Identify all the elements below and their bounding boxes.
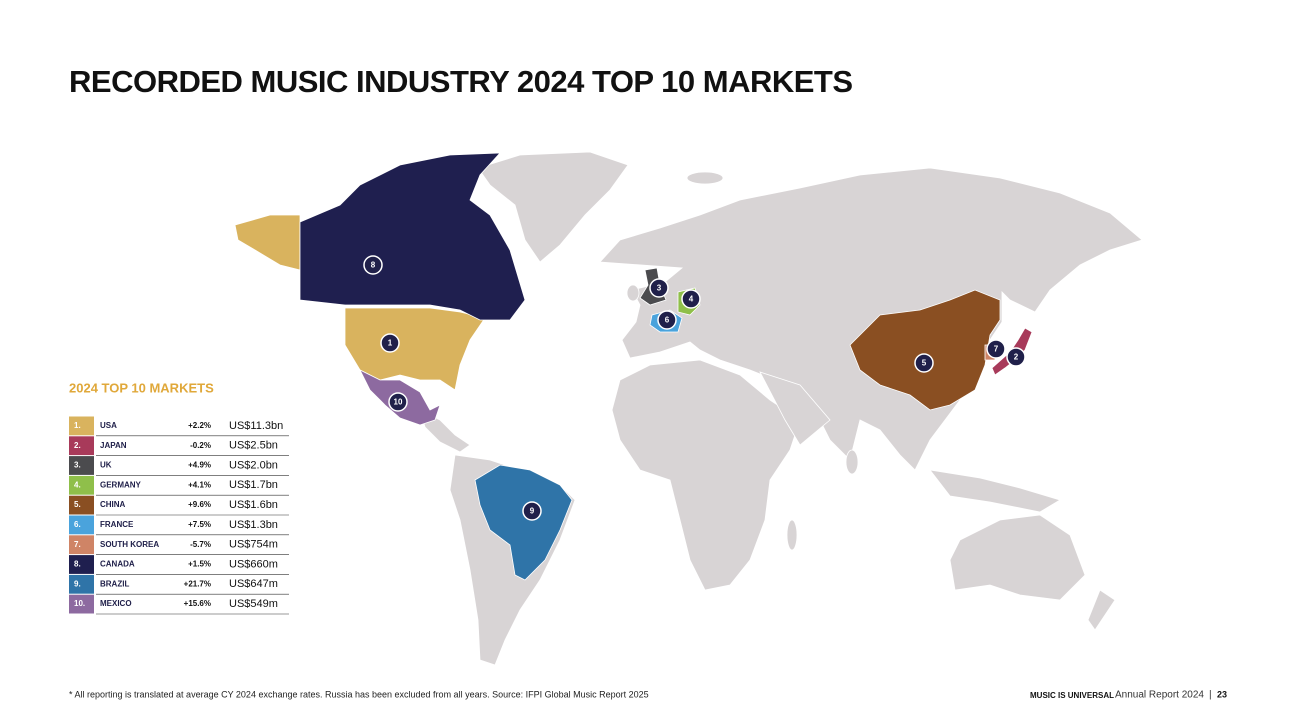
revenue: US$2.5bn	[229, 440, 278, 452]
marker	[380, 333, 400, 353]
brand: MUSIC IS UNIVERSAL	[1030, 691, 1114, 700]
color-swatch	[69, 475, 94, 495]
growth: -0.2%	[190, 441, 211, 450]
rank: 1.	[74, 421, 81, 430]
revenue: US$549m	[229, 598, 278, 610]
marker	[681, 289, 701, 309]
marker	[657, 310, 677, 330]
marker-label: 4	[689, 295, 694, 304]
color-swatch	[69, 515, 94, 535]
growth: +4.1%	[188, 480, 211, 489]
legend-table: 2024 TOP 10 MARKETS 1. USA +2.2% US$11.3bn 2…	[69, 380, 289, 615]
country: JAPAN	[100, 441, 127, 450]
country: UK	[100, 461, 112, 470]
rank: 2.	[74, 441, 81, 450]
land	[929, 469, 1061, 513]
marker-label: 10	[394, 398, 403, 407]
marker-label: 6	[665, 316, 670, 325]
rank: 5.	[74, 500, 81, 509]
marker-label: 1	[388, 339, 393, 348]
revenue: US$647m	[229, 578, 278, 590]
rank: 9.	[74, 579, 81, 588]
marker	[363, 255, 383, 275]
country	[234, 214, 301, 271]
report-name: Annual Report 2024	[1115, 690, 1204, 701]
map-markers: 1 2 3 4 5 6 7 8 9 10	[363, 255, 1026, 521]
color-swatch	[69, 436, 94, 456]
legend-title: 2024 TOP 10 MARKETS	[69, 380, 214, 395]
country	[474, 464, 573, 581]
revenue: US$1.3bn	[229, 519, 278, 531]
country: USA	[100, 421, 117, 430]
marker-label: 5	[922, 359, 927, 368]
land	[1087, 589, 1116, 631]
land	[759, 371, 831, 446]
revenue: US$754m	[229, 539, 278, 551]
rank: 10.	[74, 599, 85, 608]
land	[686, 171, 724, 185]
color-swatch	[69, 535, 94, 555]
marker-label: 2	[1014, 353, 1019, 362]
color-swatch	[69, 574, 94, 594]
country: MEXICO	[100, 599, 132, 608]
marker	[522, 501, 542, 521]
rank: 3.	[74, 461, 81, 470]
revenue: US$2.0bn	[229, 459, 278, 471]
country: BRAZIL	[100, 579, 129, 588]
revenue: US$11.3bn	[229, 420, 283, 432]
page-number: 23	[1217, 689, 1227, 699]
marker	[914, 353, 934, 373]
color-swatch	[69, 456, 94, 475]
marker-label: 7	[994, 345, 999, 354]
color-swatch	[69, 594, 94, 614]
growth: +4.9%	[188, 461, 211, 470]
color-swatch	[69, 555, 94, 574]
growth: -5.7%	[190, 540, 211, 549]
growth: +2.2%	[188, 421, 211, 430]
land	[845, 449, 859, 475]
growth: +21.7%	[184, 579, 211, 588]
marker-label: 8	[371, 261, 376, 270]
marker-label: 3	[657, 284, 662, 293]
land	[949, 514, 1086, 601]
footnote: * All reporting is translated at average…	[69, 689, 649, 699]
title: RECORDED MUSIC INDUSTRY 2024 TOP 10 MARK…	[69, 64, 853, 99]
growth: +7.5%	[188, 520, 211, 529]
land	[599, 167, 1143, 471]
revenue: US$660m	[229, 558, 278, 570]
rank: 6.	[74, 520, 81, 529]
rank: 7.	[74, 540, 81, 549]
land	[611, 359, 801, 591]
land	[626, 284, 640, 302]
growth: +15.6%	[184, 599, 211, 608]
country: CHINA	[100, 500, 126, 509]
land	[477, 151, 629, 263]
country	[299, 152, 526, 321]
marker	[1006, 347, 1026, 367]
land	[786, 519, 798, 551]
marker	[986, 339, 1006, 359]
highlighted-countries	[234, 152, 1033, 581]
color-swatch	[69, 416, 94, 436]
rank: 8.	[74, 560, 81, 569]
country: FRANCE	[100, 520, 134, 529]
revenue: US$1.6bn	[229, 499, 278, 511]
rank: 4.	[74, 480, 81, 489]
growth: +9.6%	[188, 500, 211, 509]
marker	[388, 392, 408, 412]
revenue: US$1.7bn	[229, 479, 278, 491]
growth: +1.5%	[188, 560, 211, 569]
color-swatch	[69, 495, 94, 515]
marker	[649, 278, 669, 298]
country: GERMANY	[100, 480, 142, 489]
country: CANADA	[100, 560, 135, 569]
separator: |	[1209, 690, 1212, 701]
marker-label: 9	[530, 507, 535, 516]
country: SOUTH KOREA	[100, 540, 159, 549]
